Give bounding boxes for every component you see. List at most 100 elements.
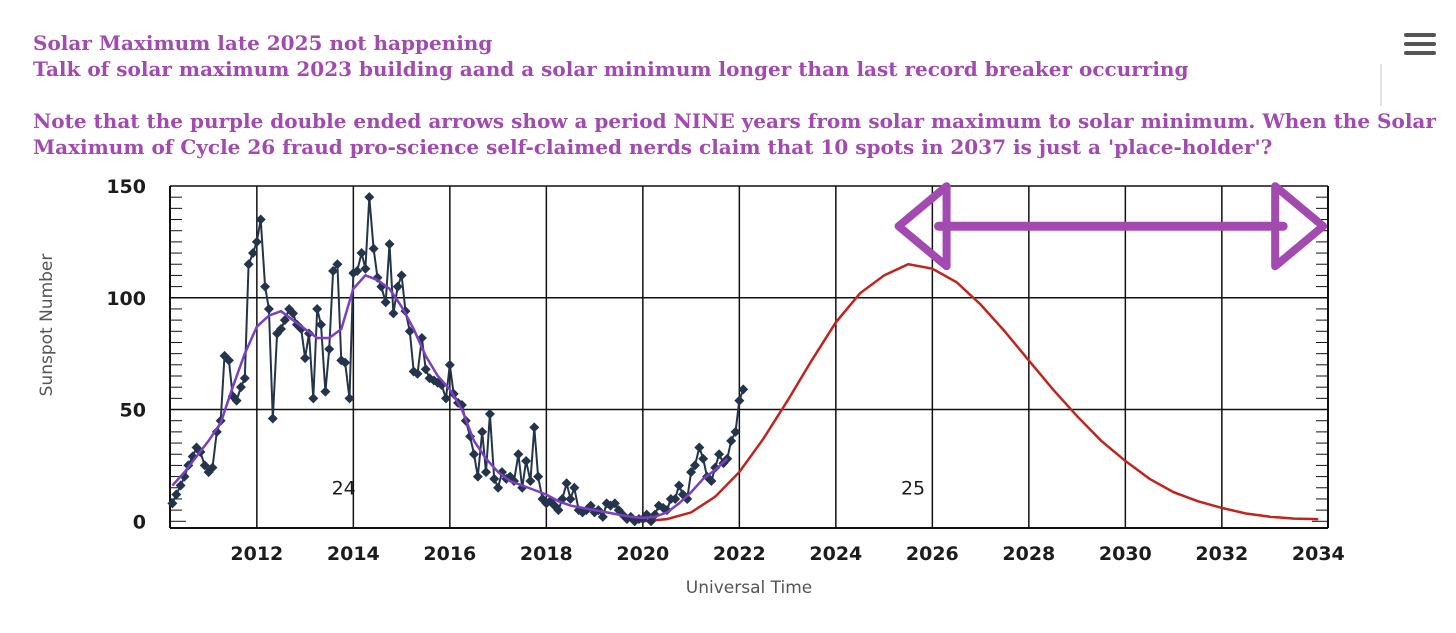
observed-data-point — [420, 364, 431, 375]
x-tick-label: 2028 — [1002, 543, 1055, 565]
observed-data-point — [569, 482, 580, 493]
observed-data-point — [239, 373, 250, 384]
observed-data-point — [533, 471, 544, 482]
observed-data-point — [609, 498, 620, 509]
observed-data-point — [661, 505, 672, 516]
observed-data-point — [207, 462, 218, 473]
observed-data-point — [489, 473, 500, 484]
observed-data-point — [275, 324, 286, 335]
observed-data-point — [251, 236, 262, 247]
observed-data-point — [231, 395, 242, 406]
y-tick-label: 50 — [120, 400, 146, 422]
observed-data-point — [356, 248, 367, 259]
observed-data-point — [263, 303, 274, 314]
observed-data-point — [698, 453, 709, 464]
y-axis-title: Sunspot Number — [37, 254, 57, 397]
observed-data-point — [525, 476, 536, 487]
observed-data-point — [597, 511, 608, 522]
observed-data-point — [199, 460, 210, 471]
observed-data-point — [384, 239, 395, 250]
observed-data-point — [260, 281, 271, 292]
observed-data-point — [513, 449, 524, 460]
annotation-line-3: Note that the purple double ended arrows… — [33, 109, 1436, 133]
observed-data-point — [360, 263, 371, 274]
observed-data-point — [388, 308, 399, 319]
observed-data-point — [553, 505, 564, 516]
x-tick-label: 2034 — [1292, 543, 1345, 565]
observed-data-point — [312, 303, 323, 314]
chart-grid — [169, 185, 1329, 529]
observed-data-point — [247, 248, 258, 259]
annotation-line-1: Solar Maximum late 2025 not happening — [33, 31, 493, 55]
x-tick-label: 2012 — [230, 543, 283, 565]
observed-data-point — [493, 482, 504, 493]
observed-data-point — [734, 395, 745, 406]
x-tick-label: 2024 — [809, 543, 862, 565]
observed-data-point — [440, 393, 451, 404]
observed-data-point — [710, 462, 721, 473]
observed-data-point — [364, 192, 375, 203]
observed-data-point — [332, 259, 343, 270]
observed-data-point — [308, 393, 319, 404]
arrow-head-left — [894, 182, 951, 271]
observed-data-point — [561, 478, 572, 489]
observed-data-point — [481, 467, 492, 478]
x-tick-label: 2020 — [616, 543, 669, 565]
observed-data-point — [267, 413, 278, 424]
observed-data-point — [646, 516, 657, 527]
observed-data-point — [223, 355, 234, 366]
menu-bar — [1404, 42, 1436, 46]
chart-plot-area — [167, 182, 1328, 527]
observed-data-point — [589, 507, 600, 518]
y-tick-label: 150 — [106, 176, 146, 198]
observed-data-point — [344, 393, 355, 404]
observed-data-point — [288, 308, 299, 319]
observed-data-point — [368, 243, 379, 254]
observed-data-point — [243, 259, 254, 270]
observed-data-point — [380, 297, 391, 308]
chart-labels: 0 50 100 150 2012 2014 2016 2018 2020 2022 2024 202… — [37, 176, 1345, 598]
observed-data-point — [279, 315, 290, 326]
predicted-cycle-25-line — [642, 262, 1319, 523]
observed-data-point — [300, 353, 311, 364]
observed-data-point — [613, 505, 624, 516]
observed-data-point — [175, 480, 186, 491]
observed-data-point — [392, 281, 403, 292]
observed-data-point — [477, 426, 488, 437]
observed-data-point — [468, 449, 479, 460]
observed-data-point — [396, 270, 407, 281]
observed-data-point — [565, 493, 576, 504]
observed-data-point — [706, 476, 717, 487]
x-tick-label: 2030 — [1099, 543, 1152, 565]
hamburger-menu-icon[interactable] — [1404, 33, 1436, 55]
observed-data-point — [714, 449, 725, 460]
observed-data-point — [694, 442, 705, 453]
x-tick-label: 2022 — [713, 543, 766, 565]
menu-bar — [1404, 51, 1436, 55]
observed-data-point — [577, 507, 588, 518]
arrow-head-right — [1271, 182, 1328, 271]
smoothed-sunspot-line — [171, 273, 729, 520]
x-tick-label: 2026 — [906, 543, 959, 565]
observed-data-point — [674, 480, 685, 491]
cycle-label: 25 — [901, 477, 925, 499]
x-tick-label: 2032 — [1195, 543, 1248, 565]
observed-data-point — [352, 265, 363, 276]
y-tick-label: 0 — [133, 511, 146, 533]
observed-data-point — [686, 467, 697, 478]
observed-data-point — [726, 435, 737, 446]
observed-data-point — [529, 422, 540, 433]
x-tick-label: 2018 — [520, 543, 573, 565]
observed-data-point — [340, 357, 351, 368]
menu-bar — [1404, 33, 1436, 37]
observed-data-point — [316, 319, 327, 330]
observed-data-point — [320, 386, 331, 397]
observed-data-point — [412, 368, 423, 379]
observed-data-point — [324, 344, 335, 355]
observed-data-point — [689, 460, 700, 471]
observed-sunspot-line — [171, 197, 745, 524]
observed-data-point — [484, 409, 495, 419]
cycle-label: 24 — [332, 477, 356, 499]
axis-minor-ticks — [170, 185, 1328, 522]
